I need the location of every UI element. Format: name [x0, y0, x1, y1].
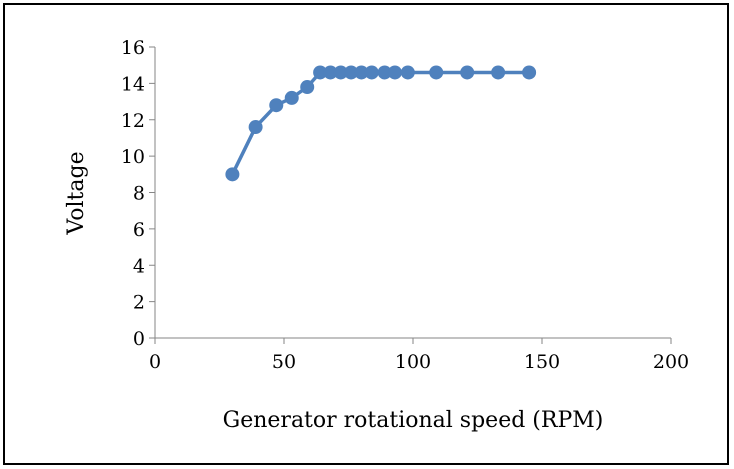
data-point — [491, 65, 506, 80]
y-axis-label: Voltage — [64, 151, 89, 235]
data-point — [225, 167, 240, 182]
x-tick-label: 150 — [524, 351, 560, 373]
chart-frame — [3, 3, 729, 465]
data-point — [364, 65, 379, 80]
data-point — [300, 80, 315, 95]
data-point — [323, 65, 338, 80]
y-tick-label: 0 — [133, 328, 145, 350]
y-tick-label: 16 — [121, 37, 145, 59]
data-point — [248, 120, 263, 135]
data-point — [387, 65, 402, 80]
x-tick-label: 0 — [149, 351, 161, 373]
data-point — [344, 65, 359, 80]
data-point — [354, 65, 369, 80]
data-point — [400, 65, 415, 80]
series-group — [225, 65, 537, 182]
tick-labels: 0 2 4 6 8 10 12 14 16 0 50 100 150 200 — [121, 37, 689, 373]
data-point — [269, 98, 284, 113]
y-tick-label: 2 — [133, 292, 145, 314]
y-tick-label: 6 — [133, 219, 145, 241]
data-point — [460, 65, 475, 80]
data-point — [284, 90, 299, 105]
data-point — [333, 65, 348, 80]
x-tick-label: 200 — [653, 351, 689, 373]
data-point — [522, 65, 537, 80]
x-tick-label: 50 — [272, 351, 296, 373]
y-tick-label: 14 — [121, 73, 145, 95]
data-point — [429, 65, 444, 80]
series-line — [230, 70, 530, 176]
data-point — [377, 65, 392, 80]
x-tick-label: 100 — [395, 351, 431, 373]
x-axis-label: Generator rotational speed (RPM) — [223, 408, 604, 433]
data-point — [313, 65, 328, 80]
y-tick-label: 10 — [121, 146, 145, 168]
y-tick-label: 12 — [121, 110, 145, 132]
y-tick-label: 4 — [133, 255, 145, 277]
y-tick-label: 8 — [133, 183, 145, 205]
axes — [149, 46, 672, 344]
